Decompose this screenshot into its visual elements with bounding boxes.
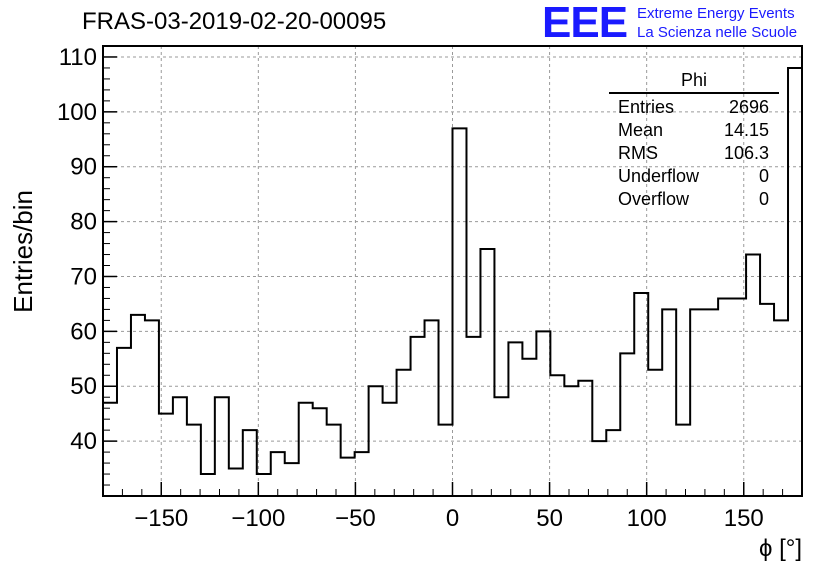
histogram-step-line bbox=[102, 66, 802, 496]
stats-box: Phi Entries 2696 Mean 14.15 RMS 106.3 Un… bbox=[609, 70, 779, 211]
x-axis-label: ϕ [°] bbox=[758, 535, 802, 562]
y-tick-label: 110 bbox=[59, 44, 97, 71]
x-tick-label: 50 bbox=[536, 505, 563, 532]
x-tick-label: 150 bbox=[724, 505, 764, 532]
stats-value: 0 bbox=[758, 189, 769, 209]
stats-row-entries: Entries 2696 bbox=[609, 96, 779, 119]
stats-label: Underflow bbox=[618, 166, 700, 186]
y-axis-ticks: 40 50 60 70 80 90 100 110 bbox=[57, 44, 117, 486]
stats-label: Overflow bbox=[618, 189, 690, 209]
stats-value: 106.3 bbox=[723, 143, 769, 163]
stats-title: Phi bbox=[609, 70, 779, 94]
stats-row-rms: RMS 106.3 bbox=[609, 142, 779, 165]
x-tick-label: 100 bbox=[627, 505, 667, 532]
stats-row-overflow: Overflow 0 bbox=[609, 188, 779, 211]
x-tick-label: −150 bbox=[134, 505, 188, 532]
y-tick-label: 80 bbox=[70, 209, 97, 236]
stats-value: 2696 bbox=[728, 97, 769, 117]
y-tick-label: 50 bbox=[70, 373, 97, 400]
stats-value: 14.15 bbox=[723, 120, 769, 140]
y-tick-label: 40 bbox=[70, 428, 97, 455]
y-tick-label: 90 bbox=[70, 154, 97, 181]
logo-caption: Extreme Energy Events La Scienza nelle S… bbox=[637, 4, 797, 42]
y-tick-label: 100 bbox=[57, 99, 97, 126]
chart-title: FRAS-03-2019-02-20-00095 bbox=[82, 8, 387, 35]
stats-label: Mean bbox=[618, 120, 664, 140]
stats-row-mean: Mean 14.15 bbox=[609, 119, 779, 142]
y-tick-label: 70 bbox=[70, 263, 97, 290]
stats-label: RMS bbox=[618, 143, 658, 163]
stats-label: Entries bbox=[618, 97, 675, 117]
stats-value: 0 bbox=[758, 166, 769, 186]
x-tick-label: −50 bbox=[335, 505, 376, 532]
x-tick-label: 0 bbox=[446, 505, 459, 532]
stats-row-underflow: Underflow 0 bbox=[609, 165, 779, 188]
y-tick-label: 60 bbox=[70, 318, 97, 345]
logo-line-2: La Scienza nelle Scuole bbox=[637, 24, 798, 41]
y-axis-label: Entries/bin bbox=[8, 190, 38, 313]
eee-logo: EEE bbox=[542, 0, 628, 47]
x-axis-ticks: −150 −100 −50 0 50 100 150 bbox=[121, 482, 784, 532]
x-tick-label: −100 bbox=[231, 505, 285, 532]
logo-line-1: Extreme Energy Events bbox=[637, 5, 795, 22]
